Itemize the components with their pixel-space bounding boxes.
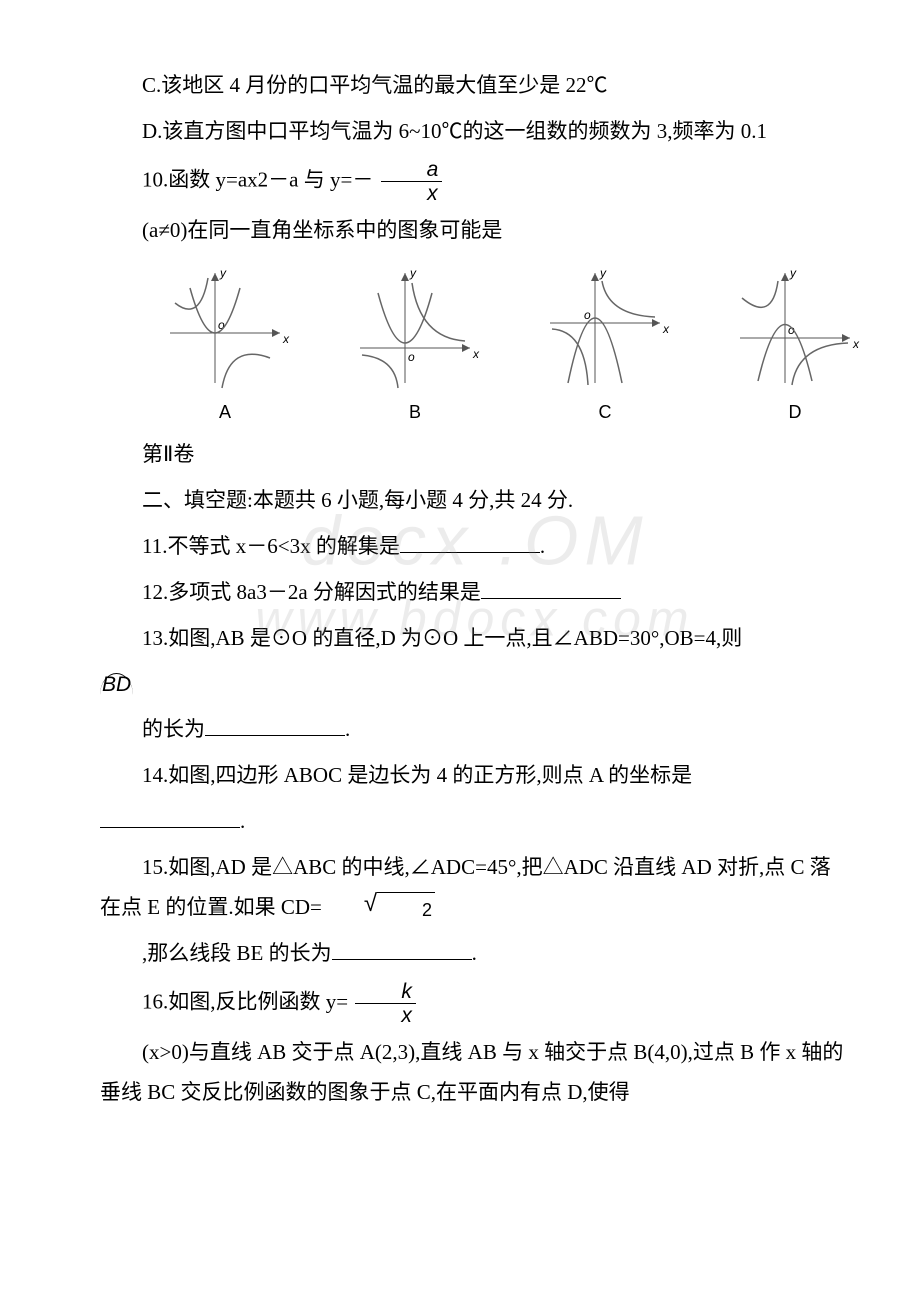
q15-line2: ,那么线段 BE 的长为. [100, 934, 850, 974]
period: . [345, 717, 350, 741]
section2-title: 二、填空题:本题共 6 小题,每小题 4 分,共 24 分. [100, 481, 850, 521]
graph-option-b: x y o B [350, 263, 480, 429]
q16a-text: 16.如图,反比例函数 y= [142, 989, 348, 1013]
blank [400, 529, 540, 553]
svg-text:x: x [662, 322, 670, 336]
part2-heading: 第Ⅱ卷 [100, 435, 850, 475]
fraction-k-over-x: k x [355, 980, 416, 1027]
frac-den: x [381, 182, 443, 205]
q14: 14.如图,四边形 ABOC 是边长为 4 的正方形,则点 A 的坐标是 [100, 756, 850, 796]
svg-text:x: x [472, 347, 480, 361]
q13-line2: 的长为. [100, 710, 850, 750]
graph-label-c: C [540, 395, 670, 429]
q15a-text: 15.如图,AD 是△ABC 的中线,∠ADC=45°,把△ADC 沿直线 AD… [100, 855, 831, 919]
q13-line1: 13.如图,AB 是⊙O 的直径,D 为⊙O 上一点,且∠ABD=30°,OB=… [100, 619, 850, 659]
q10-line2: (a≠0)在同一直角坐标系中的图象可能是 [100, 211, 850, 251]
q9-opt-c: C.该地区 4 月份的口平均气温的最大值至少是 22℃ [100, 66, 850, 106]
period: . [240, 809, 245, 833]
q13b-text: 的长为 [142, 717, 205, 741]
q9-opt-d: D.该直方图中口平均气温为 6~10℃的这一组数的频数为 3,频率为 0.1 [100, 112, 850, 152]
blank [100, 804, 240, 828]
graph-label-a: A [160, 395, 290, 429]
graph-label-b: B [350, 395, 480, 429]
svg-text:o: o [408, 350, 415, 364]
q16-line1: 16.如图,反比例函数 y= k x [100, 980, 850, 1027]
fraction-a-over-x: a x [381, 158, 443, 205]
frac-den: x [355, 1004, 416, 1027]
graph-label-d: D [730, 395, 860, 429]
q12: 12.多项式 8a3－2a 分解因式的结果是 [100, 573, 850, 613]
blank [332, 936, 472, 960]
q10-line1: 10.函数 y=ax2－a 与 y=－ a x [100, 158, 850, 205]
axis-x-label: x [282, 332, 290, 346]
blank [481, 575, 621, 599]
axis-y-label: y [219, 266, 227, 280]
svg-text:y: y [409, 266, 417, 280]
q11-text: 11.不等式 x－6<3x 的解集是 [142, 534, 400, 558]
q10-text-a: 10.函数 y=ax2－a 与 y=－ [142, 167, 373, 191]
q12-text: 12.多项式 8a3－2a 分解因式的结果是 [142, 580, 481, 604]
frac-num: k [355, 980, 416, 1004]
frac-num: a [381, 158, 443, 182]
q14-blank: . [100, 802, 850, 842]
graph-option-d: x y o D [730, 263, 860, 429]
graph-option-c: x y o C [540, 263, 670, 429]
svg-text:x: x [852, 337, 860, 351]
period: . [540, 534, 545, 558]
graph-options-row: x y o A x y o B [160, 263, 860, 429]
q14-text: 14.如图,四边形 ABOC 是边长为 4 的正方形,则点 A 的坐标是 [142, 763, 692, 787]
blank [205, 712, 345, 736]
svg-text:y: y [789, 266, 797, 280]
arc-bd: BD [100, 673, 133, 695]
svg-text:y: y [599, 266, 607, 280]
graph-option-a: x y o A [160, 263, 290, 429]
q13-arc: BD [100, 665, 850, 705]
q15-line1: 15.如图,AD 是△ABC 的中线,∠ADC=45°,把△ADC 沿直线 AD… [100, 848, 850, 928]
sqrt-body: 2 [377, 892, 435, 927]
q16-line2: (x>0)与直线 AB 交于点 A(2,3),直线 AB 与 x 轴交于点 B(… [100, 1033, 850, 1113]
period: . [472, 941, 477, 965]
sqrt-2: √2 [322, 892, 435, 927]
q11: 11.不等式 x－6<3x 的解集是. [100, 527, 850, 567]
q15b-text: ,那么线段 BE 的长为 [142, 941, 332, 965]
